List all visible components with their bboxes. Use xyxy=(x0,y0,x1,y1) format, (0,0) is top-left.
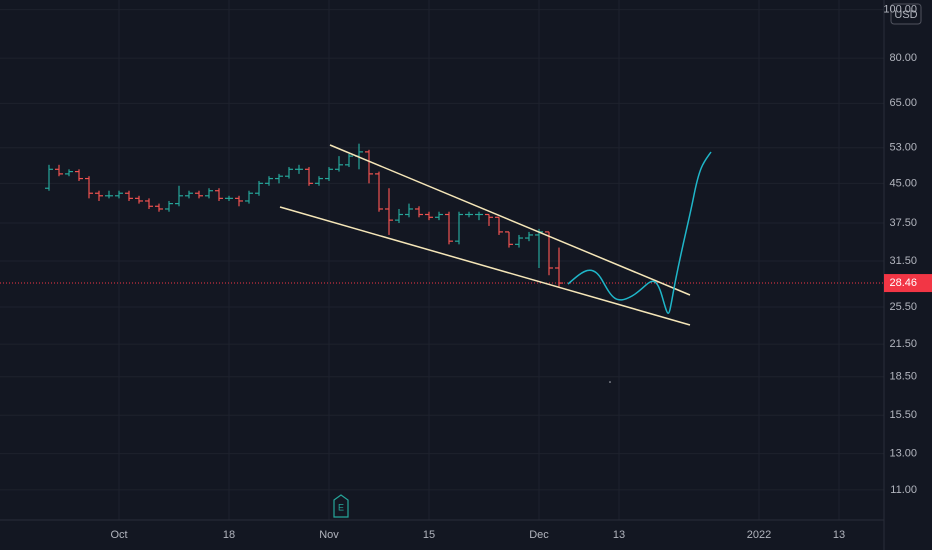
x-tick-label: Nov xyxy=(319,529,339,541)
last-price-label: 28.46 xyxy=(889,277,917,289)
y-tick-label: 65.00 xyxy=(889,97,917,109)
lower-trendline xyxy=(279,206,691,326)
x-tick-label: 13 xyxy=(613,529,625,541)
y-tick-label: 45.00 xyxy=(889,177,917,189)
y-tick-label: 37.50 xyxy=(889,217,917,229)
time-axis: Oct 18 Nov 15 Dec 13 2022 13 xyxy=(110,529,845,541)
price-axis: 11.00 13.00 15.50 18.50 21.50 25.50 31.50 37.50… xyxy=(883,3,932,496)
currency-box[interactable] xyxy=(890,3,922,25)
earnings-marker[interactable]: E xyxy=(333,494,349,518)
x-tick-label: 13 xyxy=(833,529,845,541)
y-tick-label: 31.50 xyxy=(889,255,917,267)
y-tick-label: 15.50 xyxy=(889,409,917,421)
y-tick-label: 11.00 xyxy=(890,484,917,496)
y-tick-label: 100.00 xyxy=(883,3,917,15)
earnings-letter[interactable]: E xyxy=(338,502,344,512)
x-tick-label: 2022 xyxy=(747,529,771,541)
dot xyxy=(609,381,611,383)
x-tick-label: 15 xyxy=(423,529,435,541)
x-tick-label: Dec xyxy=(529,529,549,541)
projection-path xyxy=(567,151,712,314)
upper-trendline xyxy=(329,144,691,296)
earnings-icon[interactable] xyxy=(333,494,349,518)
x-tick-label: Oct xyxy=(110,529,127,541)
y-tick-label: 21.50 xyxy=(889,338,917,350)
y-tick-label: 25.50 xyxy=(889,301,917,313)
y-tick-label: 13.00 xyxy=(889,447,917,459)
y-tick-label: 80.00 xyxy=(889,52,917,64)
last-price-tag xyxy=(884,274,932,293)
x-tick-label: 18 xyxy=(223,529,235,541)
y-tick-label: 53.00 xyxy=(889,142,917,154)
y-tick-label: 18.50 xyxy=(889,371,917,383)
currency[interactable]: USD xyxy=(894,9,917,21)
bars xyxy=(0,143,884,287)
